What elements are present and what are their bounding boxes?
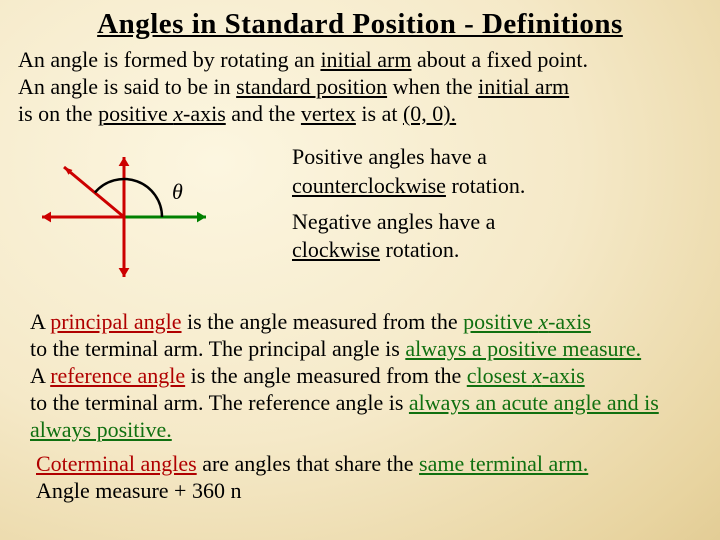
term-vertex: vertex: [301, 101, 356, 126]
term-initial-arm: initial arm: [320, 47, 411, 72]
term-reference-angle: reference angle: [50, 363, 185, 388]
term-principal-angle: principal angle: [50, 309, 181, 334]
text: rotation.: [380, 237, 459, 262]
text: A: [30, 363, 50, 388]
text: Negative angles have a: [292, 209, 495, 234]
angle-diagram: θ: [34, 145, 254, 295]
term-pos-x-axis-2: positive x-axis: [463, 309, 591, 334]
term-standard-position: standard position: [236, 74, 387, 99]
text: An angle is formed by rotating an: [18, 47, 320, 72]
text: to the terminal arm. The principal angle…: [30, 336, 405, 361]
term-origin: (0, 0).: [403, 101, 456, 126]
diagram-svg: θ: [34, 145, 254, 295]
text: to the terminal arm. The reference angle…: [30, 390, 409, 415]
svg-text:θ: θ: [172, 179, 183, 204]
text: An angle is said to be in: [18, 74, 236, 99]
term-same-terminal-arm: same terminal arm.: [419, 451, 588, 476]
term-always-positive: always a positive measure.: [405, 336, 641, 361]
coterminal-paragraph: Coterminal angles are angles that share …: [18, 450, 702, 505]
term-initial-arm-2: initial arm: [478, 74, 569, 99]
text: rotation.: [446, 173, 525, 198]
text: A: [30, 309, 50, 334]
text: is at: [356, 101, 403, 126]
term-cw: clockwise: [292, 237, 380, 262]
text: when the: [387, 74, 478, 99]
text: about a fixed point.: [411, 47, 588, 72]
text: and the: [226, 101, 301, 126]
negative-angle-text: Negative angles have a clockwise rotatio…: [292, 208, 702, 264]
text: Positive angles have a: [292, 144, 487, 169]
text: is the angle measured from the: [185, 363, 467, 388]
text: is on the: [18, 101, 98, 126]
intro-paragraph: An angle is formed by rotating an initia…: [18, 47, 702, 127]
term-positive-x-axis: positive x-axis: [98, 101, 226, 126]
text: are angles that share the: [197, 451, 419, 476]
principal-paragraph: A principal angle is the angle measured …: [18, 309, 702, 443]
page-title: Angles in Standard Position - Definition…: [18, 8, 702, 41]
term-coterminal: Coterminal angles: [36, 451, 197, 476]
coterminal-formula: Angle measure + 360 n: [36, 478, 241, 503]
term-closest-x-axis: closest x-axis: [467, 363, 585, 388]
positive-angle-text: Positive angles have a counterclockwise …: [292, 143, 702, 199]
term-ccw: counterclockwise: [292, 173, 446, 198]
text: is the angle measured from the: [182, 309, 464, 334]
